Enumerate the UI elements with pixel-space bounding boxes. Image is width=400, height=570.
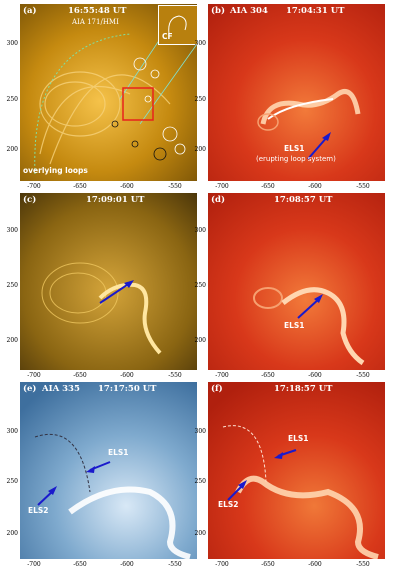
- els1-label: ELS1: [284, 321, 305, 330]
- x-tick: -550: [168, 183, 182, 190]
- y-tick: 300: [6, 227, 18, 234]
- arrow-icon: [307, 135, 329, 160]
- y-tick: 250: [6, 478, 18, 485]
- y-tick: 250: [194, 478, 206, 485]
- cf-inset-image: [159, 6, 197, 44]
- x-tick: -650: [261, 561, 275, 568]
- y-tick: 200: [194, 530, 206, 537]
- panel-b: (b) AIA 304 17:04:31 UT ELS1 (erupting l…: [208, 4, 385, 181]
- panel-d-image: [208, 193, 385, 370]
- panel-time: 17:04:31 UT: [286, 6, 345, 16]
- panel-letter: (a): [23, 6, 37, 16]
- panel-letter: (b): [211, 6, 225, 16]
- x-tick: -600: [120, 561, 134, 568]
- els1-label: ELS1: [288, 434, 309, 443]
- x-tick: -700: [27, 183, 41, 190]
- panel-c-image: [20, 193, 197, 370]
- y-tick: 300: [194, 40, 206, 47]
- x-tick: -700: [27, 372, 41, 379]
- y-tick: 200: [194, 337, 206, 344]
- x-tick: -600: [308, 183, 322, 190]
- x-tick: -550: [168, 372, 182, 379]
- x-tick: -650: [261, 372, 275, 379]
- els2-label: ELS2: [28, 506, 49, 515]
- panel-time: 17:09:01 UT: [86, 195, 145, 205]
- x-tick: -700: [215, 372, 229, 379]
- arrow-icon: [297, 297, 321, 319]
- x-tick: -550: [168, 561, 182, 568]
- x-tick: -600: [120, 372, 134, 379]
- panel-time: 17:18:57 UT: [274, 384, 333, 394]
- y-tick: 300: [194, 428, 206, 435]
- panel-e: (e) AIA 335 17:17:50 UT ELS1 ELS2: [20, 382, 197, 559]
- x-tick: -600: [308, 372, 322, 379]
- y-tick: 200: [6, 146, 18, 153]
- panel-f: (f) 17:18:57 UT ELS1 ELS2: [208, 382, 385, 559]
- panel-a: CF (a) 16:55:48 UT AIA 171/HMI overlying…: [20, 4, 197, 181]
- arrow-icon: [99, 282, 131, 304]
- panel-instrument: AIA 304: [230, 6, 268, 16]
- panel-c: (c) 17:09:01 UT: [20, 193, 197, 370]
- cf-inset: CF: [158, 5, 197, 45]
- panel-subtitle: AIA 171/HMI: [72, 18, 119, 26]
- panel-d: (d) 17:08:57 UT ELS1: [208, 193, 385, 370]
- x-tick: -600: [120, 183, 134, 190]
- x-tick: -550: [356, 561, 370, 568]
- y-tick: 200: [194, 146, 206, 153]
- x-tick: -650: [261, 183, 275, 190]
- y-tick: 300: [6, 428, 18, 435]
- x-tick: -550: [356, 183, 370, 190]
- x-tick: -650: [73, 372, 87, 379]
- x-tick: -650: [73, 561, 87, 568]
- els2-label: ELS2: [218, 500, 239, 509]
- x-tick: -700: [215, 561, 229, 568]
- x-tick: -650: [73, 183, 87, 190]
- region-of-interest-box: [122, 87, 154, 121]
- panel-letter: (c): [23, 195, 37, 205]
- y-tick: 300: [6, 40, 18, 47]
- y-tick: 200: [6, 337, 18, 344]
- panel-e-image: [20, 382, 197, 559]
- els1-description: (erupting loop system): [256, 155, 336, 163]
- panel-letter: (d): [211, 195, 225, 205]
- y-tick: 250: [6, 96, 18, 103]
- y-tick: 300: [194, 227, 206, 234]
- y-tick: 250: [194, 282, 206, 289]
- panel-time: 17:17:50 UT: [98, 384, 157, 394]
- inset-label: CF: [162, 32, 173, 41]
- x-tick: -700: [215, 183, 229, 190]
- panel-instrument: AIA 335: [42, 384, 80, 394]
- panel-letter: (e): [23, 384, 37, 394]
- x-tick: -700: [27, 561, 41, 568]
- els1-label: ELS1: [284, 144, 305, 153]
- overlying-loops-label: overlying loops: [23, 166, 88, 175]
- y-tick: 250: [6, 282, 18, 289]
- panel-f-image: [208, 382, 385, 559]
- x-tick: -550: [356, 372, 370, 379]
- els1-label: ELS1: [108, 448, 129, 457]
- y-tick: 250: [194, 96, 206, 103]
- y-tick: 200: [6, 530, 18, 537]
- panel-time: 17:08:57 UT: [274, 195, 333, 205]
- panel-b-image: [208, 4, 385, 181]
- panel-time: 16:55:48 UT: [68, 6, 127, 16]
- panel-letter: (f): [211, 384, 223, 394]
- x-tick: -600: [308, 561, 322, 568]
